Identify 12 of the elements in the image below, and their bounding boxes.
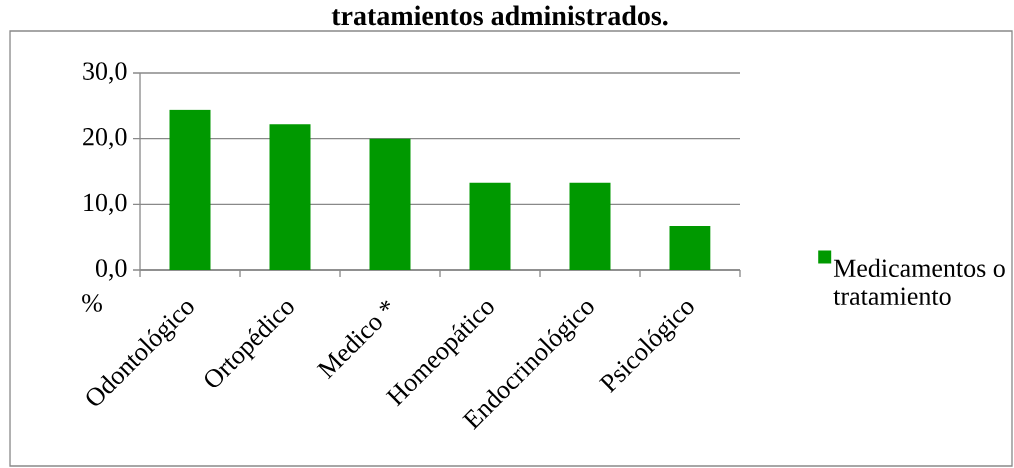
y-tick-label: 10,0 (84, 193, 127, 215)
bar (369, 138, 411, 270)
legend-label: Medicamentos o tratamiento (833, 258, 1005, 306)
bar (669, 225, 711, 270)
bar (169, 109, 211, 270)
chart-title: tratamientos administrados. (331, 5, 668, 26)
y-tick-label: 0,0 (95, 259, 127, 281)
bar (269, 124, 311, 270)
y-tick-label: 30,0 (83, 62, 127, 84)
bar (569, 182, 611, 270)
y-tick-label: 20,0 (83, 128, 127, 150)
bar (469, 182, 511, 270)
